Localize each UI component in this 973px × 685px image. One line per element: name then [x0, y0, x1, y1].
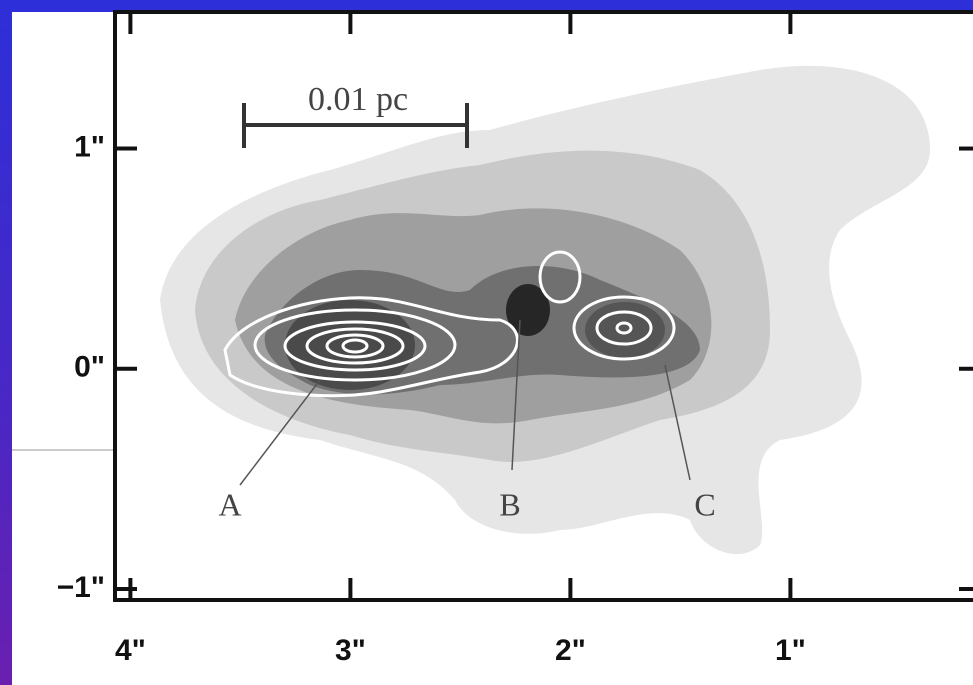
x-tick-label: 3"	[335, 634, 366, 667]
y-tick-label: 1"	[74, 130, 105, 163]
x-tick-label: 2"	[555, 634, 586, 667]
page: 0.01 pc A B C 4"3"2"1"1"0"−1" (() => { c…	[0, 0, 973, 685]
x-tick-label: 1"	[775, 634, 806, 667]
source-label: C	[694, 486, 715, 522]
y-tick-label: 0"	[74, 351, 105, 384]
source-label: A	[218, 486, 241, 522]
source-label: B	[499, 486, 520, 522]
x-tick-label: 4"	[115, 634, 146, 667]
y-tick-label: −1"	[57, 571, 105, 604]
scale-bar-label: 0.01 pc	[308, 81, 408, 118]
figure: 0.01 pc A B C 4" 3" 2" 1" 1" 0" −1"	[0, 0, 973, 685]
